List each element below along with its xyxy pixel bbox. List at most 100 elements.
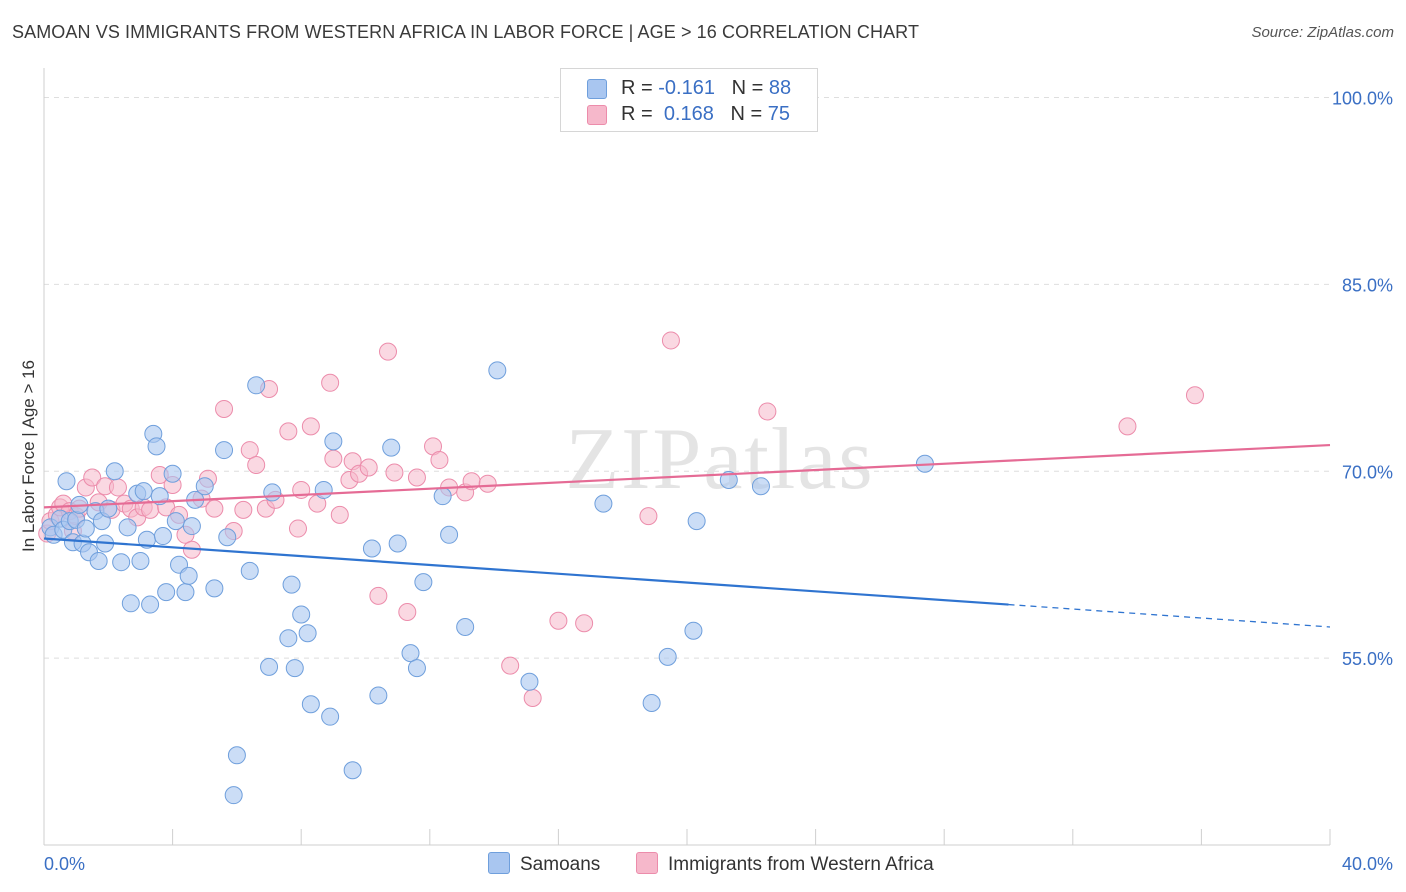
swatch-immigrants [636, 852, 658, 874]
x-tick-label: 40.0% [1342, 854, 1393, 874]
samoans-point [118, 518, 137, 537]
immigrants-point [639, 507, 658, 526]
samoans-point [362, 539, 381, 558]
immigrants-point [398, 603, 417, 622]
samoans-point [456, 617, 475, 636]
samoans-point [488, 361, 507, 380]
samoans-point [401, 644, 420, 663]
tick-labels: 55.0% 70.0% 85.0% 100.0% 0.0% 40.0% [44, 89, 1393, 875]
immigrants-point [234, 500, 253, 519]
samoans-point [89, 551, 108, 570]
legend-swatch-samoans [587, 79, 607, 99]
samoans-point [105, 462, 124, 481]
samoans-point [131, 551, 150, 570]
samoans-point [147, 437, 166, 456]
samoans-point [369, 686, 388, 705]
immigrants-point [240, 441, 259, 460]
immigrants-point [575, 614, 594, 633]
samoans-point [388, 534, 407, 553]
immigrants-points [38, 331, 1204, 707]
samoans-point [205, 579, 224, 598]
trend-lines [43, 443, 1331, 628]
samoans-point [594, 494, 613, 513]
x-tick-label: 0.0% [44, 854, 85, 874]
immigrants-point [288, 519, 307, 538]
samoans-point [407, 659, 426, 678]
immigrants-point [215, 399, 234, 418]
source-label: Source: ZipAtlas.com [1251, 24, 1394, 41]
samoans-point [751, 477, 770, 496]
n-value: 88 [768, 77, 792, 99]
y-tick-label: 55.0% [1342, 649, 1393, 669]
samoans-point [658, 647, 677, 666]
samoans-point [321, 707, 340, 726]
swatch-samoans [488, 852, 510, 874]
samoans-point [179, 566, 198, 585]
samoans-point [247, 376, 266, 395]
n-label: N = [730, 103, 763, 125]
samoans-point [121, 594, 140, 613]
samoans-point [324, 432, 343, 451]
samoans-trend-extension [1008, 603, 1331, 628]
samoans-point [134, 482, 153, 501]
samoans-point [440, 525, 459, 544]
immigrants-point [385, 463, 404, 482]
immigrants-point [1118, 417, 1137, 436]
y-tick-label: 70.0% [1342, 462, 1393, 482]
samoans-point [141, 595, 160, 614]
samoans-point [382, 438, 401, 457]
legend-label-samoans: Samoans [520, 854, 601, 875]
immigrants-point [501, 656, 520, 675]
samoans-point [76, 519, 95, 538]
samoans-point [166, 512, 185, 531]
samoans-point [153, 527, 172, 546]
immigrants-point [247, 456, 266, 475]
immigrants-point [330, 505, 349, 524]
r-value: 0.168 [663, 103, 714, 125]
n-label: N = [731, 77, 764, 99]
y-axis-label: In Labor Force | Age > 16 [19, 360, 38, 552]
legend-label-immigrants: Immigrants from Western Africa [668, 854, 934, 875]
samoans-point [684, 621, 703, 640]
r-label: R = [621, 77, 653, 99]
immigrants-point [369, 586, 388, 605]
samoans-point [99, 499, 118, 518]
immigrants-point [324, 449, 343, 468]
samoans-point [176, 583, 195, 602]
immigrants-trend-line [43, 443, 1331, 509]
immigrants-point [359, 458, 378, 477]
samoans-point [719, 470, 738, 489]
samoans-point [298, 624, 317, 643]
immigrants-point [83, 468, 102, 487]
samoans-point [218, 528, 237, 547]
immigrants-point [379, 342, 398, 361]
samoans-point [150, 487, 169, 506]
samoans-point [57, 472, 76, 491]
immigrants-point [205, 499, 224, 518]
immigrants-point [321, 373, 340, 392]
samoans-point [260, 657, 279, 676]
chart-title: SAMOAN VS IMMIGRANTS FROM WESTERN AFRICA… [12, 22, 920, 42]
samoans-point [112, 553, 131, 572]
legend-item-immigrants: Immigrants from Western Africa [636, 852, 934, 876]
legend-swatch-immigrants [587, 105, 607, 125]
immigrants-point [407, 468, 426, 487]
samoans-point [687, 512, 706, 531]
immigrants-point [478, 474, 497, 493]
immigrants-point [523, 688, 542, 707]
samoans-point [520, 672, 539, 691]
samoans-point [263, 483, 282, 502]
axes [43, 68, 1331, 846]
watermark: ZIPatlas [565, 411, 874, 508]
r-value: -0.161 [658, 77, 715, 99]
y-tick-label: 100.0% [1332, 89, 1393, 109]
immigrants-point [301, 417, 320, 436]
immigrants-point [279, 422, 298, 441]
samoans-point [240, 561, 259, 580]
samoans-point [163, 464, 182, 483]
samoans-point [343, 761, 362, 780]
n-value: 75 [767, 103, 791, 125]
samoans-point [292, 605, 311, 624]
samoans-point [227, 746, 246, 765]
immigrants-point [661, 331, 680, 350]
